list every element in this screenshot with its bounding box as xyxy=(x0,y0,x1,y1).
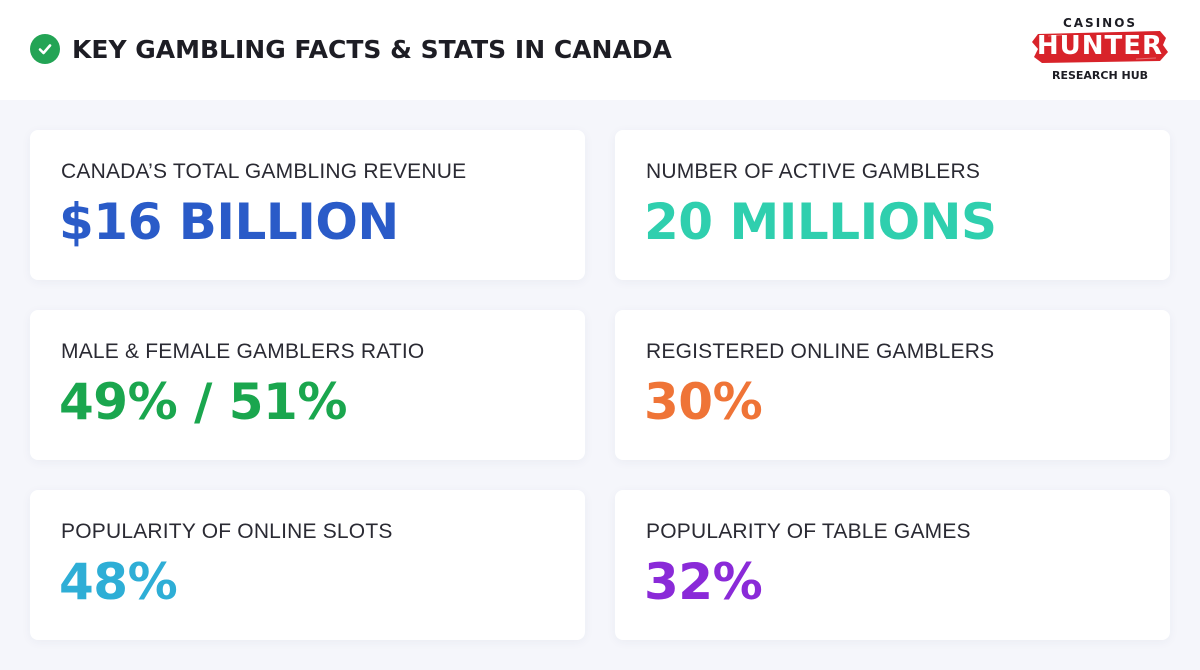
stat-value: 20 MILLIONS xyxy=(644,193,997,251)
page-title: KEY GAMBLING FACTS & STATS IN CANADA xyxy=(72,34,672,64)
logo-main-text: HUNTER xyxy=(1036,31,1164,61)
stat-label: MALE & FEMALE GAMBLERS RATIO xyxy=(61,340,425,363)
stat-card-gender-ratio: MALE & FEMALE GAMBLERS RATIO 49% / 51% xyxy=(30,310,585,460)
stat-label: POPULARITY OF TABLE GAMES xyxy=(646,520,971,543)
logo-brush-stroke xyxy=(1032,31,1168,63)
stat-label: POPULARITY OF ONLINE SLOTS xyxy=(61,520,393,543)
stat-card-registered-online: REGISTERED ONLINE GAMBLERS 30% xyxy=(615,310,1170,460)
stat-label: REGISTERED ONLINE GAMBLERS xyxy=(646,340,995,363)
casinos-hunter-logo[interactable]: CASINOS HUNTER RESEARCH HUB xyxy=(1030,14,1170,86)
logo-top-text: CASINOS xyxy=(1062,16,1138,30)
stat-label: CANADA’S TOTAL GAMBLING REVENUE xyxy=(61,160,467,183)
header-bar: KEY GAMBLING FACTS & STATS IN CANADA CAS… xyxy=(0,0,1200,100)
stat-value: $16 BILLION xyxy=(59,193,399,251)
stat-value: 32% xyxy=(644,553,763,611)
stat-card-table-games: POPULARITY OF TABLE GAMES 32% xyxy=(615,490,1170,640)
stat-value: 30% xyxy=(644,373,763,431)
stat-card-online-slots: POPULARITY OF ONLINE SLOTS 48% xyxy=(30,490,585,640)
stat-label: NUMBER OF ACTIVE GAMBLERS xyxy=(646,160,981,183)
stat-card-active-gamblers: NUMBER OF ACTIVE GAMBLERS 20 MILLIONS xyxy=(615,130,1170,280)
logo-sub-text: RESEARCH HUB xyxy=(1051,69,1149,82)
stat-value: 49% / 51% xyxy=(59,373,347,431)
stat-value: 48% xyxy=(59,553,178,611)
check-circle-icon xyxy=(30,34,60,64)
header-title-group: KEY GAMBLING FACTS & STATS IN CANADA xyxy=(30,34,672,64)
stat-card-total-revenue: CANADA’S TOTAL GAMBLING REVENUE $16 BILL… xyxy=(30,130,585,280)
